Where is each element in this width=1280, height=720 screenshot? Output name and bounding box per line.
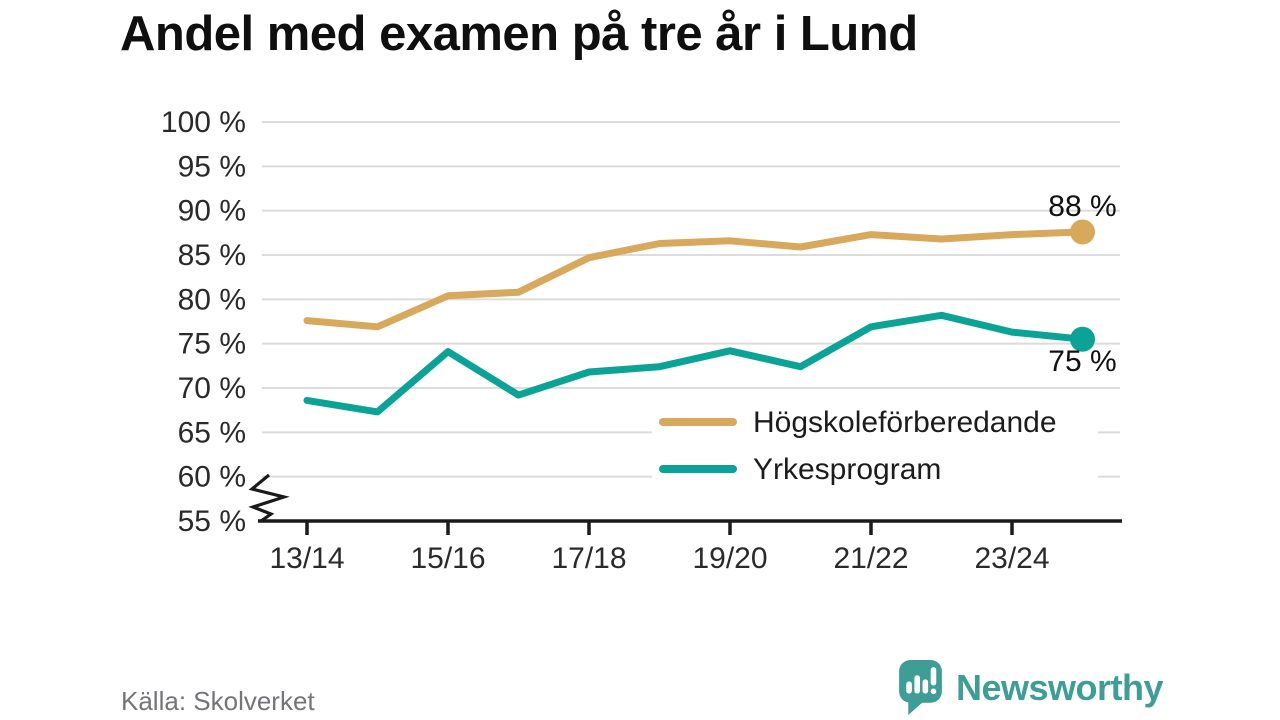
series-end-dot-hogskoleforberedande [1070,219,1095,245]
legend-label: Yrkesprogram [753,453,941,486]
legend-label: Högskoleförberedande [753,406,1057,439]
x-axis-tick-label: 19/20 [692,542,767,575]
source-note: Källa: Skolverket [121,686,315,716]
end-value-label: 75 % [1048,345,1116,378]
series-line-yrkesprogram [303,311,1086,416]
newsworthy-wordmark: Newsworthy [956,666,1164,708]
x-axis-tick-label: 21/22 [833,542,908,575]
y-axis-tick-label: 85 % [178,239,246,272]
newsworthy-logo-icon [899,660,942,715]
y-axis-tick-label: 90 % [178,195,246,228]
y-axis-tick-label: 55 % [178,505,246,538]
y-axis-tick-label: 75 % [178,328,246,361]
x-axis-tick-label: 15/16 [410,542,485,575]
y-axis-tick-label: 60 % [178,461,246,494]
y-axis-tick-label: 100 % [161,106,246,139]
chart-title: Andel med examen på tre år i Lund [120,7,918,61]
y-axis-tick-label: 95 % [178,150,246,183]
y-axis-tick-label: 80 % [178,283,246,316]
y-axis-tick-label: 65 % [178,416,246,449]
series-end-dot-yrkesprogram [1070,326,1095,352]
series-line-hogskoleforberedande [303,228,1086,331]
end-value-label: 88 % [1048,190,1116,223]
y-axis-tick-label: 70 % [178,372,246,405]
x-axis-tick-label: 13/14 [269,542,344,575]
x-axis-tick-label: 23/24 [974,542,1049,575]
y-axis-break-icon [248,473,290,523]
x-axis-tick-label: 17/18 [551,542,626,575]
newsworthy-logo: Newsworthy [897,659,1164,716]
